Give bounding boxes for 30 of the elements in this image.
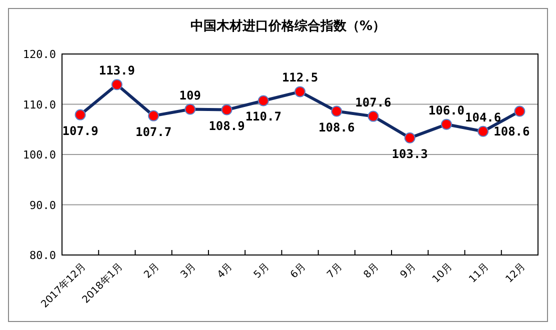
y-tick-label: 90.0 (30, 198, 56, 212)
x-tick-label: 5月 (252, 261, 272, 281)
x-tick-label: 12月 (504, 261, 528, 286)
y-tick-label: 110.0 (22, 98, 56, 112)
data-label: 103.3 (392, 146, 428, 161)
x-tick-label: 8月 (362, 261, 382, 281)
x-tick-label: 9月 (398, 261, 418, 281)
x-tick-label: 3月 (178, 261, 198, 281)
data-label: 106.0 (428, 103, 465, 118)
data-label: 108.6 (318, 120, 355, 134)
x-tick-label: 2月 (142, 261, 162, 281)
x-tick-label: 10月 (430, 261, 455, 286)
data-label: 107.7 (135, 124, 172, 139)
data-label: 113.9 (98, 64, 135, 78)
data-label: 104.6 (465, 110, 502, 124)
data-label: 108.6 (494, 124, 530, 138)
x-tick-label: 11月 (467, 261, 492, 286)
y-tick-label: 100.0 (22, 148, 56, 162)
x-tick-label: 6月 (288, 261, 308, 281)
y-tick-label: 80.0 (30, 249, 56, 262)
data-label: 107.6 (355, 95, 392, 110)
x-tick-label: 4月 (216, 261, 235, 281)
y-tick-label: 120.0 (22, 48, 56, 61)
x-tick-label: 7月 (325, 261, 345, 281)
chart-title: 中国木材进口价格综合指数（%） (190, 18, 386, 34)
data-label: 110.7 (245, 110, 282, 124)
data-label: 107.9 (62, 124, 98, 138)
data-label: 109 (179, 88, 201, 102)
data-label: 112.5 (282, 70, 318, 85)
data-label: 108.9 (208, 118, 245, 133)
